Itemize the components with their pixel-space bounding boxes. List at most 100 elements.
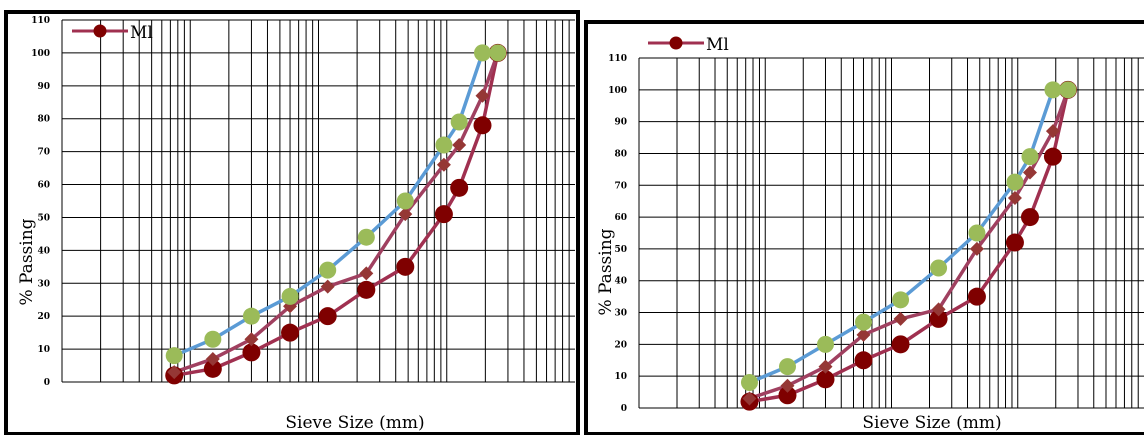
data-point-lower [450, 178, 469, 197]
data-point-mix [320, 279, 335, 294]
y-tick-label: 110 [608, 54, 627, 64]
data-point-lower [473, 116, 492, 135]
data-point-upper [435, 136, 453, 154]
y-tick-label: 40 [614, 277, 627, 287]
y-tick-label: 80 [37, 115, 50, 125]
y-tick-label: 10 [614, 372, 627, 382]
data-point-lower [203, 359, 222, 378]
series-markers [165, 43, 507, 385]
y-tick-label: 0 [44, 378, 50, 388]
y-tick-label: 100 [608, 86, 627, 96]
data-point-upper [319, 261, 337, 279]
data-point-mix [1007, 191, 1022, 205]
data-point-mix [205, 351, 220, 366]
data-point-upper [816, 335, 834, 353]
data-point-upper [450, 113, 468, 131]
data-point-upper [474, 44, 492, 62]
y-tick-label: 90 [37, 82, 50, 92]
data-point-mix [780, 378, 795, 393]
chart-frame [584, 20, 1144, 435]
data-point-mix [742, 391, 757, 406]
y-tick-label: 30 [614, 309, 627, 319]
y-tick-label: 20 [37, 312, 50, 322]
y-tick-label: 60 [614, 213, 627, 223]
data-point-upper [1021, 148, 1039, 166]
y-tick-label: 0 [621, 404, 627, 414]
data-point-upper [281, 287, 299, 305]
data-point-upper [892, 291, 910, 309]
data-point-mix [452, 138, 467, 153]
data-point-upper [1044, 81, 1062, 99]
y-tick-label: 40 [37, 246, 50, 256]
data-point-lower [1020, 208, 1039, 227]
data-point-lower [816, 370, 835, 389]
x-axis-title: Sieve Size (mm) [285, 413, 424, 433]
y-tick-label: 110 [31, 16, 50, 26]
legend: Ml [72, 23, 153, 43]
y-tick-label: 50 [37, 213, 50, 223]
legend-label: Ml [706, 35, 729, 55]
data-point-upper [1059, 81, 1077, 99]
x-axis-title: Sieve Size (mm) [862, 413, 1001, 433]
legend-marker [93, 24, 107, 38]
data-point-upper [968, 224, 986, 242]
series-markers [740, 80, 1077, 411]
legend: Ml [648, 35, 729, 55]
data-point-lower [967, 287, 986, 306]
data-point-mix [856, 327, 871, 342]
data-point-mix [931, 302, 946, 317]
y-tick-label: 100 [31, 49, 50, 59]
y-tick-label: 60 [37, 181, 50, 191]
data-point-lower [434, 205, 453, 224]
data-point-lower [242, 343, 261, 362]
y-tick-label: 70 [614, 181, 627, 191]
data-point-upper [854, 313, 872, 331]
data-point-mix [398, 207, 413, 222]
data-point-mix [167, 365, 182, 380]
legend-marker [669, 36, 683, 50]
y-tick-label: 70 [37, 148, 50, 158]
data-point-mix [359, 266, 374, 281]
data-point-mix [436, 157, 451, 172]
data-point-lower [281, 323, 300, 342]
data-point-upper [396, 192, 414, 210]
data-point-lower [929, 309, 948, 328]
chart-frame [4, 10, 580, 435]
data-point-mix [818, 359, 833, 374]
data-point-upper [778, 358, 796, 376]
data-point-mix [244, 332, 259, 347]
data-point-upper [930, 259, 948, 277]
y-tick-label: 20 [614, 340, 627, 350]
y-axis-title: % Passing [596, 228, 616, 315]
chart-1: 0 10 20 30 40 50 60 70 80 90 100 110 Ml Sieve Size (m… [4, 10, 580, 435]
data-point-upper [1006, 173, 1024, 191]
y-tick-label: 30 [37, 279, 50, 289]
y-tick-label: 90 [614, 118, 627, 128]
data-point-lower [396, 257, 415, 276]
data-point-mix [1022, 165, 1037, 180]
data-point-lower [318, 307, 337, 326]
data-point-upper [489, 44, 507, 62]
data-point-mix [1045, 124, 1060, 139]
y-tick-label: 10 [37, 345, 50, 355]
data-point-lower [778, 386, 797, 405]
vertical-gridlines [62, 20, 570, 382]
data-point-upper [740, 374, 758, 392]
y-tick-label: 80 [614, 149, 627, 159]
data-point-upper [204, 330, 222, 348]
y-axis-title: % Passing [17, 218, 37, 305]
data-point-mix [475, 88, 490, 103]
data-point-upper [165, 347, 183, 365]
data-point-lower [357, 280, 376, 299]
data-point-lower [1005, 233, 1024, 252]
y-tick-label: 50 [614, 245, 627, 255]
data-point-mix [969, 241, 984, 256]
vertical-gridlines [639, 58, 1139, 408]
data-point-lower [891, 335, 910, 354]
data-point-upper [242, 307, 260, 325]
data-point-mix [893, 311, 908, 326]
chart-2: 0 10 20 30 40 50 60 70 80 90 100 110 Ml Sieve Size (m… [584, 20, 1144, 435]
legend-label: Ml [130, 23, 153, 43]
data-point-lower [1043, 147, 1062, 166]
